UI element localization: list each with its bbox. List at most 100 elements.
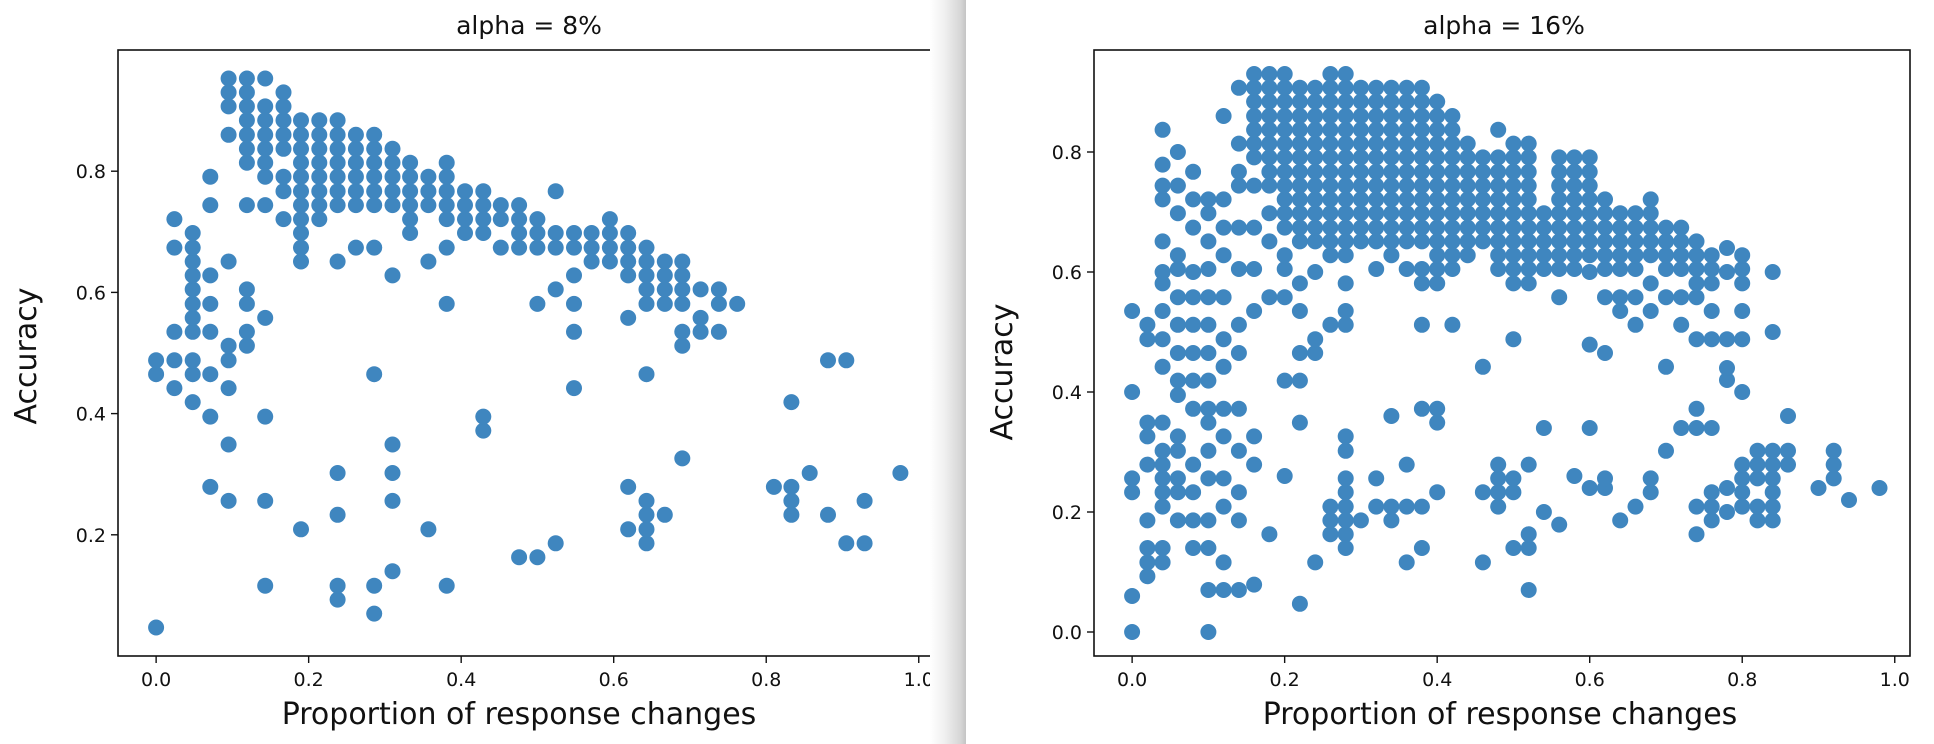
scatter-point <box>1246 303 1263 319</box>
scatter-point <box>1566 191 1583 208</box>
scatter-point <box>366 126 383 143</box>
scatter-point <box>1749 512 1766 529</box>
scatter-point <box>366 140 383 157</box>
scatter-point <box>1383 149 1400 166</box>
scatter-point <box>1291 93 1308 110</box>
scatter-point <box>1688 526 1705 543</box>
scatter-point <box>1154 414 1171 431</box>
scatter-point <box>1459 205 1476 222</box>
scatter-point <box>1703 261 1720 277</box>
scatter-point <box>1185 345 1202 361</box>
scatter-point <box>220 70 237 87</box>
scatter-point <box>1185 372 1202 389</box>
scatter-point <box>1566 177 1583 194</box>
x-tick-label: 0.4 <box>446 669 476 691</box>
scatter-point <box>566 380 582 397</box>
scatter-point <box>238 323 255 340</box>
scatter-point <box>1780 442 1796 459</box>
scatter-point <box>1352 205 1369 222</box>
scatter-point <box>1505 135 1522 152</box>
scatter-point <box>1535 420 1552 436</box>
scatter-point <box>1200 316 1217 333</box>
scatter-point <box>1337 219 1354 236</box>
scatter-point <box>1551 163 1568 180</box>
scatter-point <box>1383 108 1400 124</box>
scatter-point <box>1215 358 1232 375</box>
scatter-point <box>674 281 691 298</box>
scatter-point <box>257 197 274 214</box>
scatter-point <box>1459 135 1476 152</box>
scatter-point <box>638 492 655 509</box>
scatter-point <box>1368 163 1385 180</box>
scatter-point <box>820 506 836 523</box>
scatter-point <box>329 591 346 608</box>
y-tick-label: 0.0 <box>1052 622 1082 644</box>
scatter-point <box>1398 163 1415 180</box>
scatter-point <box>1780 408 1796 424</box>
scatter-point <box>620 521 637 538</box>
scatter-point <box>311 197 328 214</box>
scatter-point <box>293 140 309 157</box>
scatter-point <box>1230 400 1247 417</box>
scatter-point <box>1703 247 1720 264</box>
scatter-point <box>257 577 274 594</box>
scatter-point <box>1139 316 1156 333</box>
scatter-point <box>1703 420 1720 436</box>
scatter-point <box>1337 93 1354 110</box>
scatter-point <box>656 253 673 270</box>
scatter-point <box>220 380 237 397</box>
scatter-point <box>583 225 600 241</box>
scatter-point <box>1673 289 1690 306</box>
scatter-point <box>1490 219 1507 236</box>
scatter-point <box>1520 219 1537 236</box>
scatter-point <box>1169 345 1186 361</box>
scatter-point <box>475 197 492 214</box>
scatter-point <box>1413 191 1430 208</box>
scatter-point <box>1246 108 1263 124</box>
scatter-point <box>1124 588 1141 604</box>
scatter-point <box>1673 316 1690 333</box>
scatter-point <box>148 366 165 383</box>
scatter-point <box>1154 177 1171 194</box>
scatter-point <box>1154 121 1171 138</box>
scatter-point <box>311 140 328 157</box>
scatter-point <box>529 295 546 312</box>
scatter-point <box>1612 289 1629 306</box>
scatter-point <box>1505 275 1522 292</box>
scatter-point <box>1490 456 1507 473</box>
x-tick-label: 0.6 <box>599 669 629 691</box>
scatter-point <box>1505 177 1522 194</box>
scatter-point <box>620 267 637 284</box>
scatter-point <box>1597 233 1613 250</box>
scatter-point <box>1505 247 1522 264</box>
scatter-point <box>238 295 255 312</box>
scatter-point <box>184 366 201 383</box>
scatter-point <box>1566 261 1583 277</box>
scatter-point <box>1230 163 1247 180</box>
y-axis-label: Accuracy <box>9 288 44 425</box>
scatter-point <box>1413 498 1430 515</box>
scatter-point <box>1490 163 1507 180</box>
scatter-point <box>1581 247 1598 264</box>
scatter-point <box>329 506 346 523</box>
scatter-point <box>1246 219 1263 236</box>
x-tick-label: 0.2 <box>294 669 324 691</box>
scatter-point <box>638 521 655 538</box>
scatter-point <box>1337 275 1354 292</box>
scatter-point <box>1322 177 1339 194</box>
scatter-point <box>1581 191 1598 208</box>
scatter-point <box>1230 442 1247 459</box>
scatter-point <box>1535 261 1552 277</box>
scatter-point <box>1383 163 1400 180</box>
scatter-point <box>1246 66 1263 82</box>
scatter-point <box>820 352 836 369</box>
scatter-point <box>1688 275 1705 292</box>
scatter-point <box>1337 177 1354 194</box>
scatter-point <box>1627 247 1644 264</box>
scatter-point <box>1734 470 1751 487</box>
scatter-point <box>1627 261 1644 277</box>
scatter-point <box>547 535 564 552</box>
scatter-point <box>1429 93 1446 110</box>
scatter-point <box>547 239 564 256</box>
scatter-point <box>1352 108 1369 124</box>
